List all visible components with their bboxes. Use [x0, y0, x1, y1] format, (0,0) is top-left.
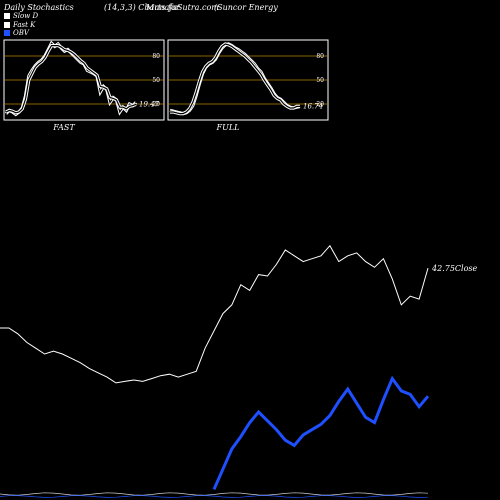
legend-label: Slow D — [13, 12, 39, 20]
site-name: MunafaSutra.com — [146, 3, 219, 12]
full-panel-title: FULL — [216, 123, 240, 132]
price-line — [0, 244, 429, 384]
legend-item-fast-k: Fast K — [4, 21, 35, 29]
stock-name: (Suncor Energy — [214, 3, 278, 12]
chart-params: (14,3,3) Charts for — [104, 3, 180, 12]
fast-series-1-line — [5, 45, 137, 114]
legend-item-obv: OBV — [4, 29, 29, 37]
legend-item-slow-d: Slow D — [4, 12, 38, 20]
fast-tick-label: 20 — [152, 101, 160, 108]
fast-panel-title: FAST — [52, 123, 75, 132]
full-last-value-label: 16.74 — [303, 102, 323, 110]
chart-subtitle: Daily Stochastics — [4, 3, 74, 12]
legend-label: OBV — [13, 29, 29, 37]
legend-swatch — [4, 22, 10, 28]
fast-tick-label: 80 — [152, 53, 160, 60]
fast-last-value-label: 19.47 — [139, 100, 160, 108]
full-tick-label: 80 — [316, 53, 324, 60]
volume-trace-line — [0, 492, 429, 496]
volume-trace-line-blue — [0, 495, 429, 498]
legend-swatch — [4, 13, 10, 19]
full-tick-label: 20 — [316, 101, 324, 108]
fast-tick-label: 50 — [152, 77, 160, 84]
obv-line — [212, 375, 430, 491]
full-tick-label: 50 — [316, 77, 324, 84]
full-series-1-line — [170, 43, 300, 115]
legend-swatch — [4, 30, 10, 36]
close-value-label: 42.75Close — [431, 264, 478, 273]
legend-label: Fast K — [13, 21, 36, 29]
